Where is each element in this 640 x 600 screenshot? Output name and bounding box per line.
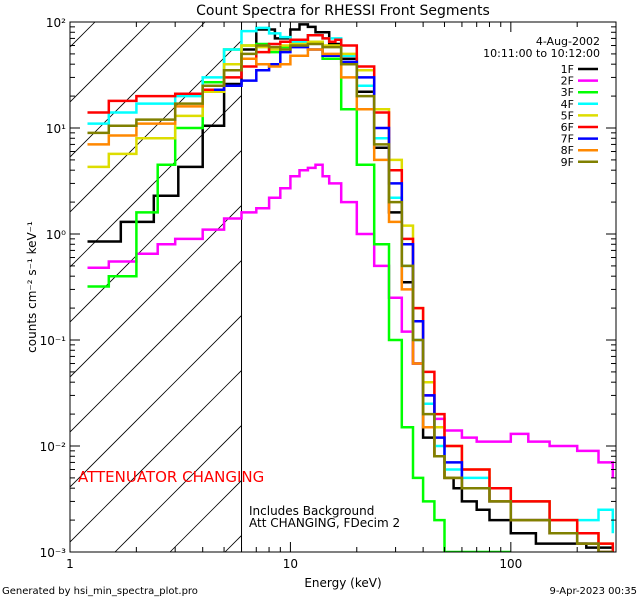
series-2F <box>87 163 615 478</box>
plot-frame <box>69 21 617 553</box>
y-tick-label: 10⁻³ <box>40 546 67 560</box>
y-tick-labels: 10² 10¹ 10⁰ 10⁻¹ 10⁻² 10⁻³ <box>40 16 67 560</box>
hatch-line <box>70 22 206 158</box>
hatch-line <box>70 204 242 378</box>
background-annotation: Includes Background <box>249 504 374 518</box>
hatch-line <box>114 424 242 552</box>
x-tick-label: 100 <box>499 557 522 571</box>
x-tick-labels: 1 10 100 <box>66 557 522 571</box>
legend-label-6F: 6F <box>561 121 574 134</box>
legend-label-4F: 4F <box>561 98 574 111</box>
hatch-line <box>70 39 242 213</box>
x-tick-label: 1 <box>66 557 74 571</box>
legend-label-7F: 7F <box>561 133 574 146</box>
footer-timestamp: 9-Apr-2023 00:35 <box>550 586 637 597</box>
hatch-line <box>224 534 242 552</box>
series-9F <box>87 42 613 552</box>
y-tick-label: 10⁻² <box>40 440 67 454</box>
y-tick-label: 10² <box>46 16 66 30</box>
y-tick-label: 10⁻¹ <box>40 334 67 348</box>
chart-title: Count Spectra for RHESSI Front Segments <box>196 3 490 19</box>
legend-label-1F: 1F <box>561 63 574 76</box>
y-axis-label: counts cm⁻² s⁻¹ keV⁻¹ <box>25 221 39 353</box>
legend-label-5F: 5F <box>561 109 574 122</box>
series-1F <box>87 23 615 552</box>
att-status-annotation: Att CHANGING, FDecim 2 <box>249 516 400 530</box>
hatch-line <box>70 314 242 488</box>
hatch-line <box>280 22 640 552</box>
legend-label-3F: 3F <box>561 86 574 99</box>
hatch-line <box>70 259 242 433</box>
footer-generator: Generated by hsi_min_spectra_plot.pro <box>2 586 198 597</box>
x-tick-label: 10 <box>283 557 298 571</box>
axis-ticks <box>69 21 617 553</box>
time-range-label: 10:11:00 to 10:12:00 <box>483 47 600 60</box>
series-group <box>87 23 615 552</box>
hatch-line <box>70 369 242 543</box>
x-axis-label: Energy (keV) <box>304 576 381 590</box>
legend-label-8F: 8F <box>561 144 574 157</box>
y-tick-label: 10⁰ <box>46 228 66 242</box>
hatch-line <box>70 94 242 268</box>
date-label: 4-Aug-2002 <box>536 35 600 48</box>
legend-label-2F: 2F <box>561 75 574 88</box>
attenuator-annotation: ATTENUATOR CHANGING <box>78 468 264 486</box>
legend-label-9F: 9F <box>561 156 574 169</box>
y-tick-label: 10¹ <box>46 122 66 136</box>
